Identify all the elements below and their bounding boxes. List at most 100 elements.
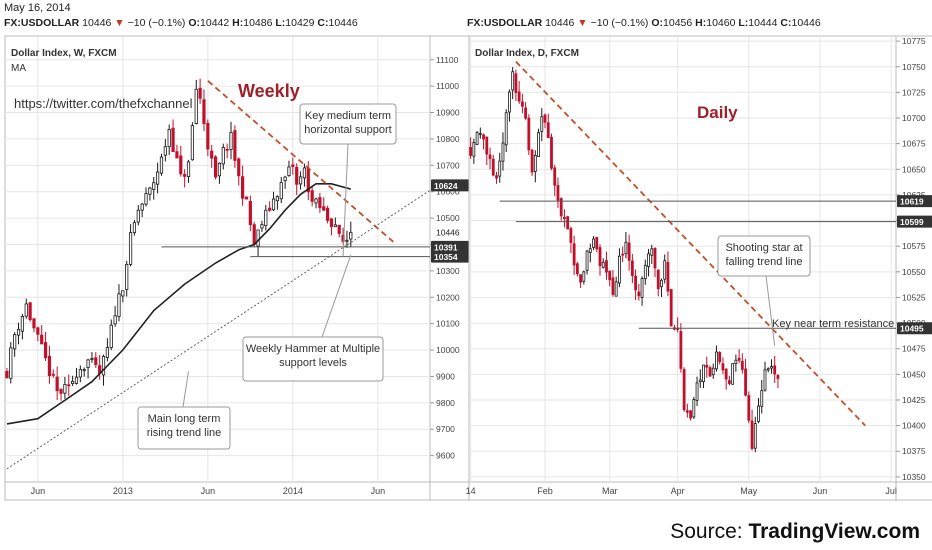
daily-xtick-label: Jul <box>885 486 897 496</box>
weekly-ytick-label: 9800 <box>436 398 455 408</box>
weekly-candle <box>71 380 75 384</box>
weekly-candle <box>287 166 291 176</box>
weekly-candle <box>101 356 106 376</box>
weekly-candle <box>302 167 307 179</box>
daily-callout-text: falling trend line <box>725 256 802 268</box>
weekly-xtick-label: 2014 <box>283 486 303 496</box>
weekly-candle <box>78 369 82 378</box>
weekly-candle <box>229 132 233 150</box>
weekly-callout-pointer <box>182 371 190 408</box>
daily-candle <box>689 410 692 419</box>
daily-ytick-label: 10725 <box>902 87 926 97</box>
source-credit: Source: TradingView.com <box>670 520 920 544</box>
weekly-price-badge-label: 10391 <box>434 242 458 252</box>
weekly-callout-box <box>137 406 231 450</box>
daily-candle <box>669 289 673 327</box>
weekly-moving-average-line <box>6 183 352 425</box>
weekly-candle <box>20 316 24 332</box>
weekly-candle <box>109 324 113 348</box>
daily-price-badge-label: 10599 <box>900 217 924 227</box>
daily-quote-line: FX:USDOLLAR 10446 ▼ −10 (−0.1%) O:10456 … <box>467 17 821 29</box>
daily-candle <box>685 410 689 413</box>
weekly-candle <box>94 357 98 365</box>
weekly-candle <box>74 376 79 384</box>
weekly-high-label: H: <box>232 17 244 29</box>
daily-candle <box>637 291 641 297</box>
weekly-candle <box>283 176 287 182</box>
weekly-candle <box>140 203 144 211</box>
weekly-change: −10 (−0.1%) <box>127 17 186 29</box>
weekly-candle <box>256 229 260 247</box>
weekly-candle <box>202 99 206 124</box>
daily-last: 10446 <box>545 17 575 29</box>
daily-callout-text: Key near term resistance <box>772 318 894 330</box>
weekly-candle <box>318 197 322 209</box>
source-brand: TradingView.com <box>748 520 920 543</box>
daily-candle <box>627 242 631 261</box>
daily-candle <box>663 260 667 280</box>
daily-candle <box>731 363 735 385</box>
daily-ytick-label: 10700 <box>902 113 926 123</box>
weekly-candle <box>163 146 167 156</box>
daily-candle <box>737 357 741 361</box>
daily-candle <box>598 247 602 267</box>
daily-candle <box>653 248 657 269</box>
weekly-candle <box>198 87 202 99</box>
weekly-price-badge <box>431 250 469 263</box>
weekly-watermark: https://twitter.com/thefxchannel <box>14 96 193 111</box>
weekly-close-label: C: <box>317 17 329 29</box>
weekly-price-badge-label: 10624 <box>434 181 458 191</box>
daily-candle <box>776 375 780 379</box>
daily-low-label: L: <box>738 17 749 29</box>
daily-candle <box>608 270 612 281</box>
daily-candle <box>760 390 764 407</box>
daily-candle <box>588 248 592 253</box>
weekly-candle <box>279 182 283 200</box>
daily-candle <box>682 369 686 411</box>
daily-candle <box>563 216 566 220</box>
daily-candle <box>705 364 709 368</box>
weekly-candle <box>28 302 32 321</box>
weekly-ytick-label: 10600 <box>436 187 460 197</box>
daily-candle <box>634 275 637 291</box>
daily-candle <box>572 243 576 266</box>
weekly-ytick-label: 9900 <box>436 371 455 381</box>
daily-candle <box>517 91 521 102</box>
daily-candle <box>501 142 505 162</box>
daily-candle <box>679 331 683 369</box>
weekly-candle <box>167 129 171 148</box>
daily-candle <box>527 117 531 151</box>
daily-candle <box>630 260 634 277</box>
weekly-candle <box>225 148 229 151</box>
weekly-candle <box>117 293 121 317</box>
down-arrow-icon: ▼ <box>114 17 125 29</box>
daily-candle <box>592 238 595 248</box>
weekly-candle <box>148 187 152 195</box>
daily-candle <box>744 368 747 396</box>
daily-price-badge <box>897 322 932 335</box>
weekly-candle <box>121 290 125 297</box>
weekly-candle <box>310 190 314 202</box>
weekly-ytick-label: 10200 <box>436 292 460 302</box>
daily-candle <box>660 279 663 288</box>
weekly-high: 10486 <box>243 17 273 29</box>
weekly-callout-text: Main long term <box>148 413 221 425</box>
daily-candle <box>747 395 751 421</box>
weekly-candle <box>241 176 245 199</box>
weekly-ytick-label: 10500 <box>436 213 460 223</box>
weekly-last: 10446 <box>82 17 112 29</box>
weekly-candle <box>136 209 140 223</box>
weekly-candle <box>67 384 71 387</box>
daily-ytick-label: 10750 <box>902 62 926 72</box>
weekly-callout-pointer <box>321 254 352 338</box>
daily-candle <box>695 382 699 401</box>
daily-price-badge-label: 10495 <box>900 324 924 334</box>
weekly-candle <box>291 164 295 167</box>
daily-ytick-label: 10350 <box>902 472 926 482</box>
daily-candle <box>763 369 767 391</box>
daily-price-badge <box>897 215 932 228</box>
daily-candle <box>469 146 473 156</box>
daily-xtick-label: Jun <box>813 486 828 496</box>
weekly-candle <box>194 88 198 124</box>
daily-candle <box>546 122 550 139</box>
